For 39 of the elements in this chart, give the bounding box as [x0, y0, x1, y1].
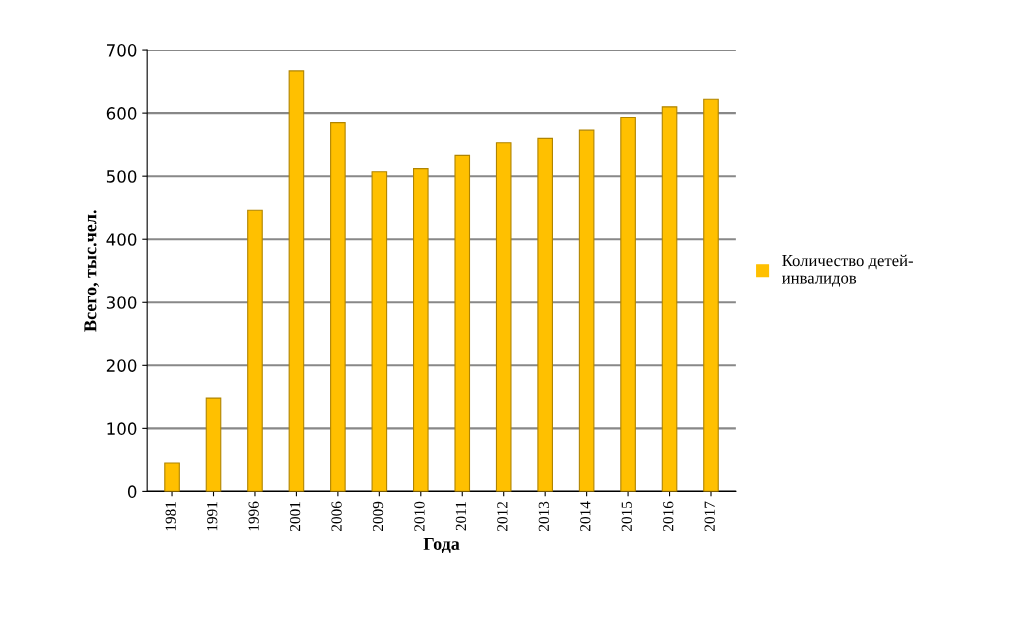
- x-tick-label: 2014: [580, 501, 591, 532]
- bar: [412, 168, 429, 492]
- x-tick-label: 2001: [289, 502, 301, 532]
- x-tick-label: 2013: [538, 501, 549, 532]
- x-tick-label: 2010: [414, 501, 425, 532]
- x-tick-label: 2015: [621, 501, 632, 532]
- y-tick-label: 600: [106, 107, 137, 120]
- bar: [330, 122, 346, 492]
- bar: [495, 142, 512, 492]
- y-tick-label: 200: [106, 359, 137, 372]
- x-tick-label: 2016: [663, 501, 674, 532]
- y-tick-label: 700: [107, 44, 137, 57]
- bar: [164, 462, 180, 492]
- y-axis-title: Всего, тыс.чел.: [84, 210, 100, 332]
- x-tick-label: 1991: [207, 502, 218, 531]
- x-tick-label: 2009: [372, 501, 384, 532]
- bar: [371, 171, 388, 492]
- legend-label: Количество детей- инвалидов: [782, 254, 913, 287]
- bar: [454, 154, 471, 492]
- y-tick-label: 100: [107, 422, 137, 435]
- x-tick-label: 2006: [331, 501, 342, 532]
- y-tick-label: 500: [106, 170, 137, 183]
- bar: [205, 397, 222, 492]
- bar: [578, 129, 595, 492]
- x-tick-label: 2011: [455, 502, 467, 531]
- x-tick-label: 1981: [165, 502, 176, 531]
- x-tick-label: 2012: [497, 501, 508, 532]
- bar: [247, 209, 263, 492]
- y-tick-label: 0: [127, 485, 137, 498]
- y-tick-label: 400: [106, 233, 137, 246]
- x-tick-label: 1996: [248, 501, 259, 531]
- bar: [537, 137, 553, 492]
- y-tick-label: 300: [106, 296, 137, 309]
- bar: [703, 98, 719, 492]
- bar: [661, 106, 678, 492]
- x-axis-title: Года: [423, 537, 460, 553]
- bar: [620, 116, 636, 492]
- bar: [288, 70, 305, 492]
- x-tick-label: 2017: [704, 501, 715, 532]
